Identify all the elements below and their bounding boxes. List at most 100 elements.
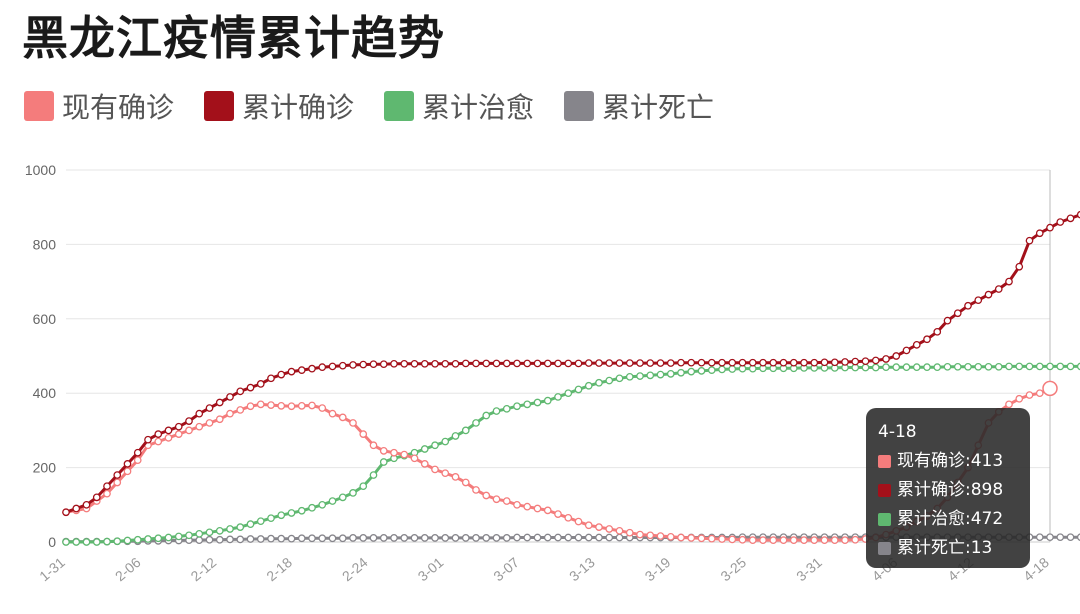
data-point	[707, 366, 716, 374]
data-point	[441, 359, 450, 368]
x-tick-label: 3-13	[566, 554, 598, 584]
data-point	[328, 409, 337, 418]
legend-swatch-cumulative-cured	[384, 91, 415, 121]
data-point	[185, 417, 193, 425]
data-point	[513, 533, 521, 542]
data-point	[103, 489, 111, 498]
data-point	[297, 506, 306, 515]
data-point	[728, 535, 737, 544]
data-point	[390, 448, 398, 457]
data-point	[215, 398, 224, 407]
data-point	[1042, 380, 1058, 397]
data-point	[420, 460, 429, 468]
legend-item-cumulative-cured[interactable]: 累计治愈	[384, 86, 534, 126]
data-point	[605, 359, 614, 367]
data-point	[625, 359, 634, 367]
data-point	[226, 535, 234, 544]
data-point	[205, 404, 214, 412]
data-point	[646, 359, 655, 367]
data-point	[410, 534, 419, 542]
data-point	[636, 372, 644, 380]
data-point	[697, 367, 706, 375]
tooltip-row-text: 累计确诊:898	[897, 480, 1004, 500]
data-point	[646, 371, 655, 380]
data-point	[103, 482, 111, 491]
data-point	[123, 536, 132, 545]
data-point	[359, 534, 368, 542]
data-point	[195, 409, 204, 418]
data-point	[656, 370, 665, 379]
data-point	[441, 437, 450, 446]
data-point	[1046, 223, 1054, 232]
data-point	[359, 360, 368, 369]
data-point	[277, 534, 286, 543]
legend-item-cumulative-deaths[interactable]: 累计死亡	[564, 86, 714, 126]
data-point	[154, 437, 163, 446]
data-point	[246, 535, 255, 543]
data-point	[543, 506, 552, 515]
tooltip-row-text: 累计治愈:472	[897, 509, 1004, 529]
data-point	[441, 469, 450, 478]
data-point	[810, 536, 819, 544]
data-point	[379, 447, 388, 455]
data-point	[195, 422, 204, 431]
legend-item-cumulative-confirmed[interactable]: 累计确诊	[204, 86, 354, 126]
data-point	[287, 509, 296, 517]
legend-item-current-confirmed[interactable]: 现有确诊	[24, 86, 174, 126]
data-point	[123, 460, 132, 468]
data-point	[513, 402, 521, 411]
data-point	[349, 534, 357, 542]
data-point	[943, 316, 952, 325]
data-point	[123, 467, 132, 476]
data-point	[994, 285, 1003, 293]
data-point	[574, 533, 583, 542]
x-tick-label: 1-31	[36, 554, 68, 584]
data-point	[543, 396, 552, 405]
data-point	[851, 535, 860, 544]
data-point	[297, 401, 306, 410]
data-point	[482, 359, 491, 368]
data-point	[841, 536, 849, 544]
data-point	[215, 526, 224, 535]
data-point	[113, 471, 122, 479]
data-point	[174, 430, 183, 438]
data-point	[830, 358, 839, 367]
data-point	[267, 514, 275, 523]
data-point	[1035, 229, 1044, 238]
data-point	[707, 534, 716, 543]
tooltip-swatch	[878, 455, 891, 468]
y-tick-label: 600	[33, 311, 57, 327]
data-point	[615, 374, 624, 383]
data-point	[554, 533, 562, 542]
data-point	[523, 400, 532, 409]
data-point	[236, 406, 245, 414]
data-point	[420, 359, 429, 368]
data-point	[564, 359, 573, 368]
data-point	[851, 357, 860, 366]
data-point	[789, 358, 798, 367]
data-point	[92, 493, 101, 502]
x-tick-label: 2-12	[188, 554, 220, 584]
data-point	[1005, 400, 1013, 409]
data-point	[953, 362, 962, 371]
data-point	[195, 536, 204, 544]
data-point	[1076, 362, 1080, 371]
data-point	[1056, 533, 1065, 542]
data-point	[308, 534, 316, 543]
data-point	[1046, 362, 1054, 371]
data-point	[615, 359, 624, 367]
data-point	[400, 534, 409, 542]
data-point	[861, 357, 870, 366]
data-point	[1005, 362, 1013, 371]
data-point	[359, 430, 368, 438]
data-point	[174, 532, 183, 541]
legend-swatch-cumulative-confirmed	[204, 91, 235, 121]
data-point	[574, 517, 583, 526]
data-point	[738, 535, 747, 544]
data-point	[1046, 533, 1054, 542]
data-point	[492, 407, 501, 415]
data-point	[318, 500, 327, 509]
data-point	[1025, 236, 1034, 245]
x-tick-label: 2-18	[263, 554, 295, 584]
